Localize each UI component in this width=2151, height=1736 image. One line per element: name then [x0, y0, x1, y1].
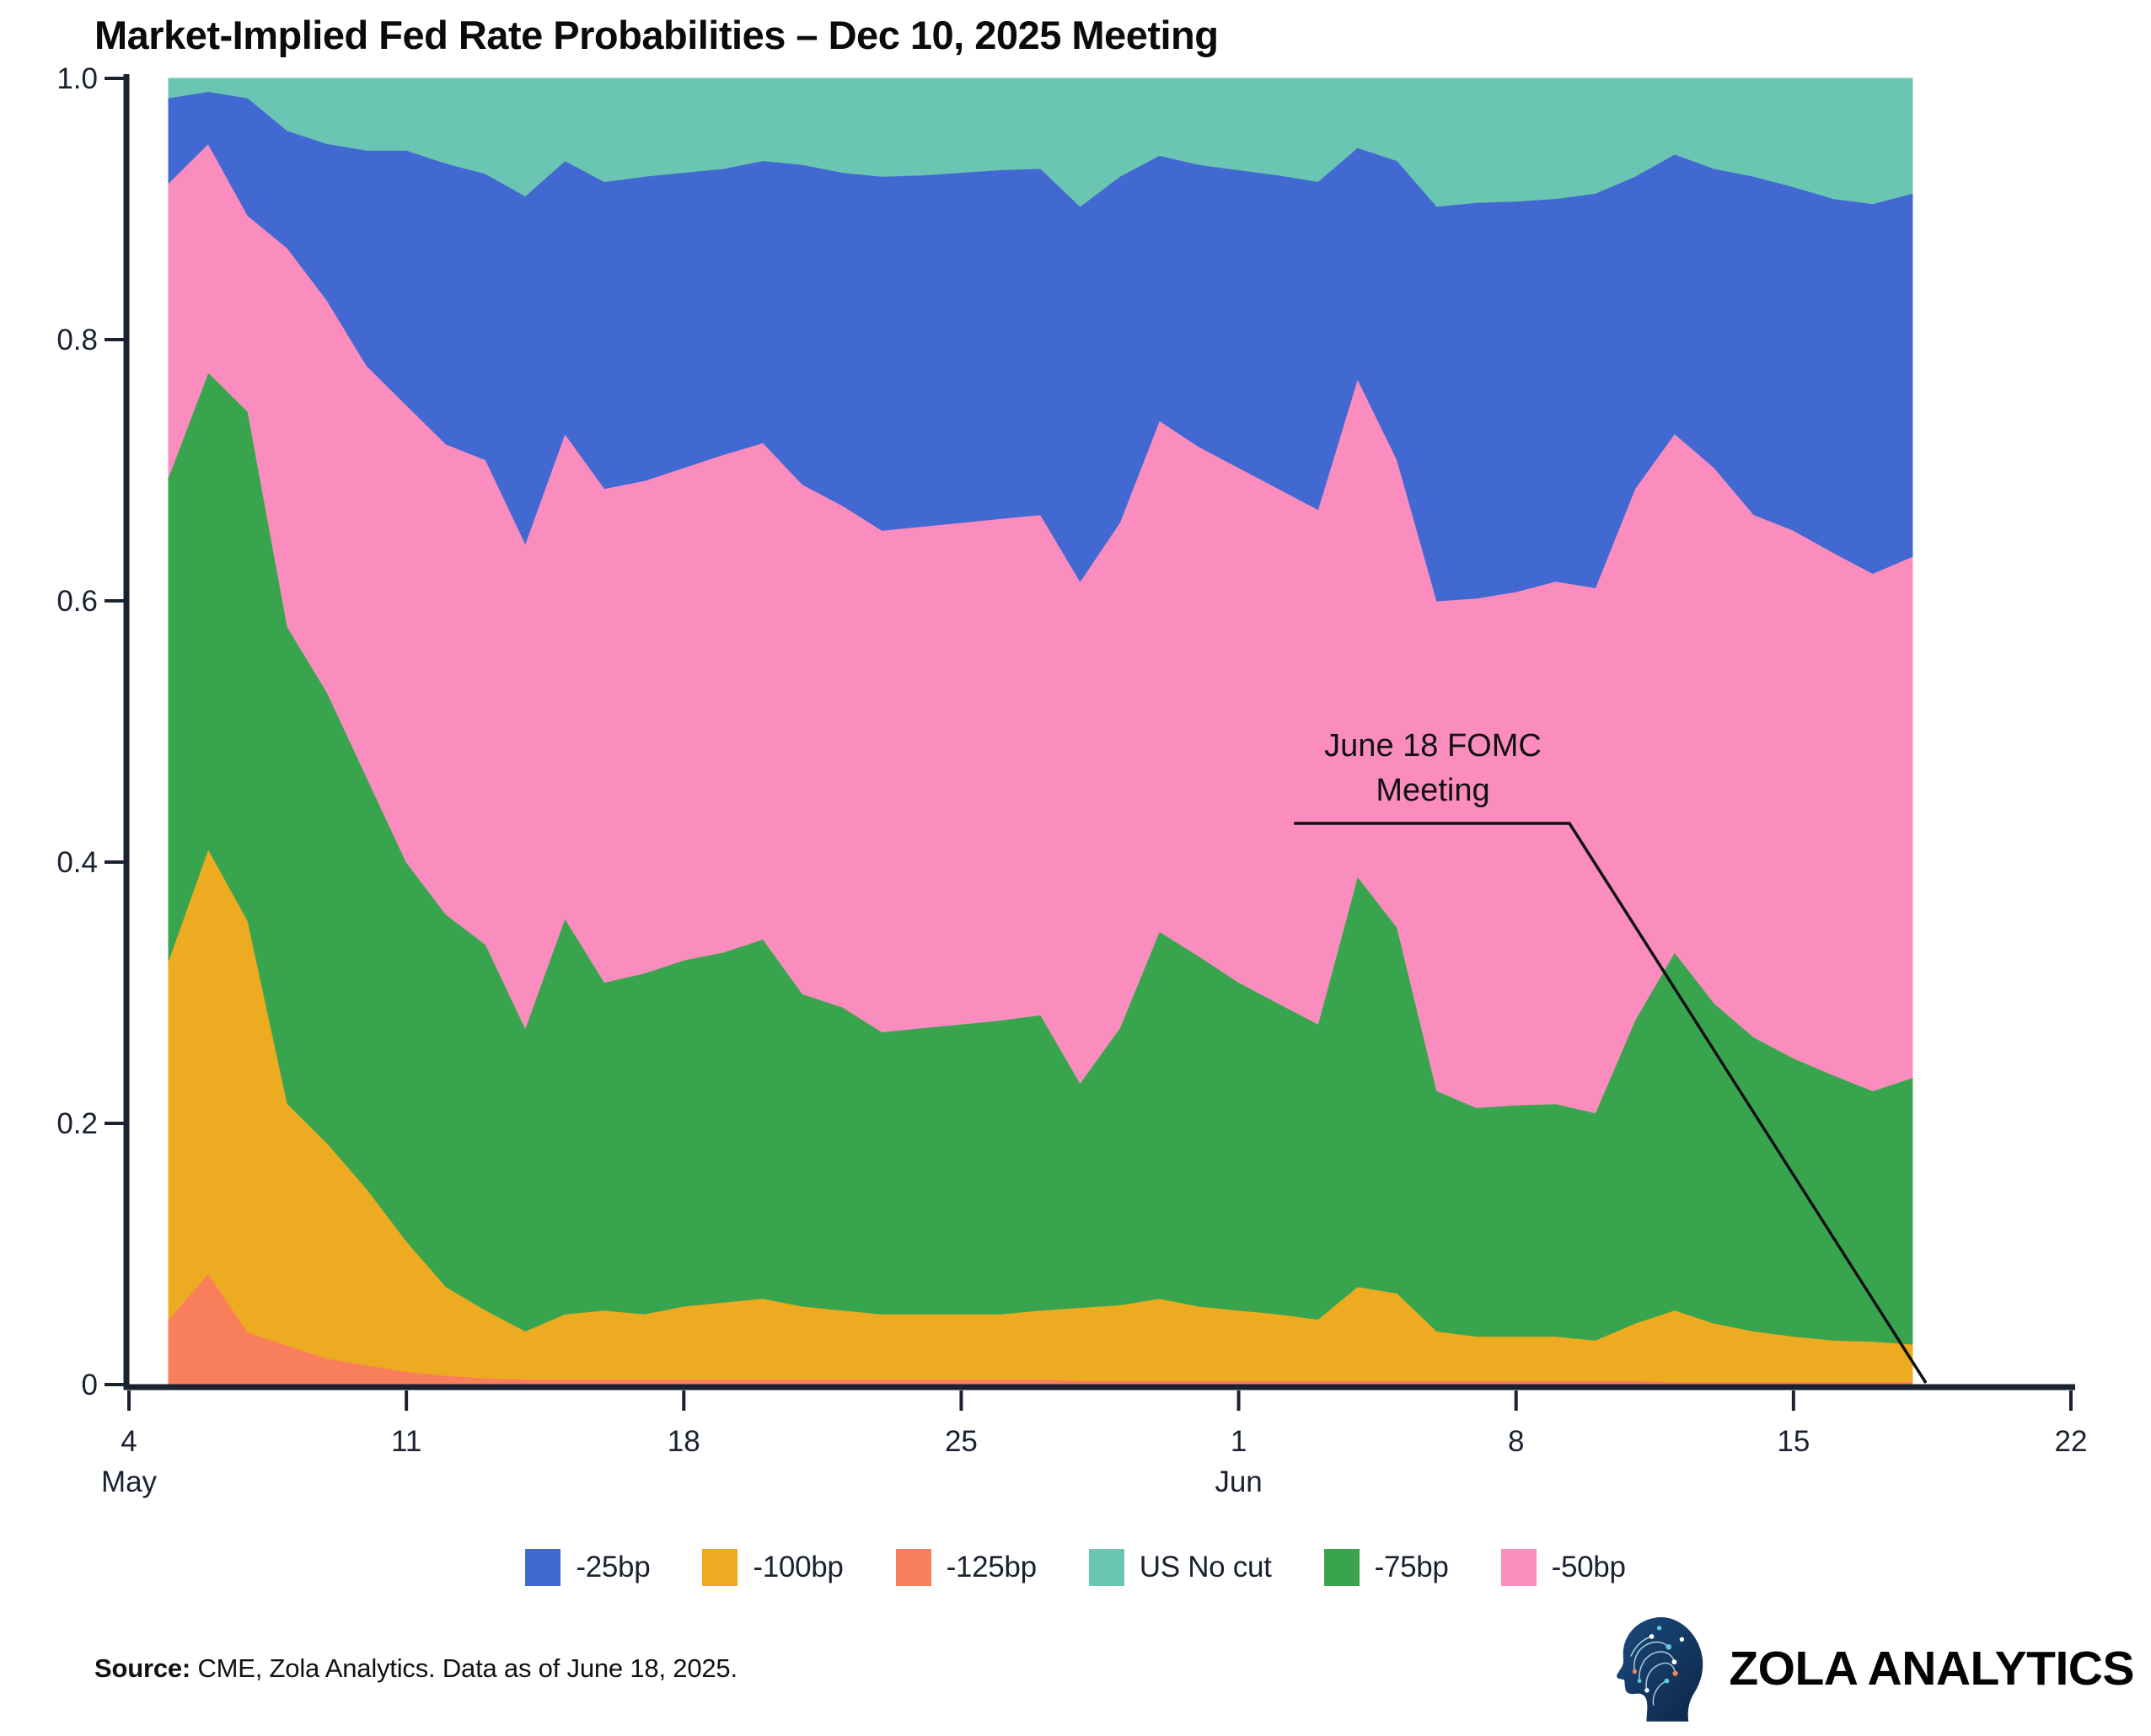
zola-head-icon	[1617, 1617, 1703, 1722]
legend-item--50bp: -50bp	[1500, 1549, 1626, 1586]
chart-title: Market-Implied Fed Rate Probabilities – …	[94, 13, 1219, 57]
legend-item--100bp: -100bp	[702, 1549, 844, 1586]
source-label: Source:	[94, 1653, 191, 1683]
head-silhouette	[1617, 1617, 1703, 1722]
legend-swatch	[1500, 1549, 1537, 1586]
legend-label: -125bp	[946, 1551, 1037, 1583]
legend-item--25bp: -25bp	[525, 1549, 651, 1586]
annotation-line	[1294, 822, 1928, 1384]
x-tick-label: 4	[121, 1425, 137, 1458]
x-month-label: May	[101, 1465, 158, 1498]
x-tick-label: 22	[2055, 1425, 2088, 1458]
annotation-text-line2: Meeting	[1376, 773, 1489, 808]
legend-label: US No cut	[1139, 1551, 1272, 1583]
x-tick-label: 18	[668, 1425, 700, 1458]
legend-swatch	[1088, 1549, 1124, 1586]
legend-item-us-no-cut: US No cut	[1088, 1549, 1272, 1586]
y-tick-label: 0	[82, 1369, 98, 1401]
legend-swatch	[895, 1549, 931, 1586]
legend-item--125bp: -125bp	[895, 1549, 1037, 1586]
x-tick-label: 15	[1777, 1425, 1810, 1458]
legend-swatch	[1323, 1549, 1360, 1586]
legend-label: -75bp	[1374, 1551, 1449, 1583]
x-tick-label: 11	[391, 1425, 421, 1458]
y-tick-label: 1.0	[56, 62, 98, 95]
area-us-no-cut	[168, 78, 1913, 207]
legend-label: -100bp	[753, 1551, 844, 1583]
y-tick-label: 0.6	[56, 585, 98, 618]
legend-label: -50bp	[1551, 1551, 1626, 1583]
source-text: CME, Zola Analytics. Data as of June 18,…	[190, 1653, 738, 1683]
x-tick-label: 8	[1508, 1425, 1524, 1458]
legend: -25bp -100bp -125bp US No cut -75bp -50bp	[0, 1549, 2151, 1586]
y-tick-label: 0.4	[56, 846, 98, 879]
legend-swatch	[525, 1549, 561, 1586]
legend-item--75bp: -75bp	[1323, 1549, 1449, 1586]
circuit-dots	[1633, 1626, 1685, 1693]
legend-swatch	[702, 1549, 738, 1586]
y-tick-label: 0.8	[56, 324, 98, 356]
brand-name: ZOLA ANALYTICS	[1729, 1641, 2134, 1696]
annotation-text-line1: June 18 FOMC	[1324, 728, 1542, 764]
y-tick-label: 0.2	[56, 1107, 98, 1140]
brand-lockup: ZOLA ANALYTICS	[1616, 1615, 2134, 1722]
x-month-label: Jun	[1215, 1465, 1262, 1498]
source-note: Source: CME, Zola Analytics. Data as of …	[94, 1653, 738, 1684]
x-tick-label: 1	[1231, 1425, 1247, 1458]
x-tick-label: 25	[945, 1425, 978, 1458]
legend-label: -25bp	[576, 1551, 651, 1583]
circuit-lines	[1630, 1636, 1676, 1706]
